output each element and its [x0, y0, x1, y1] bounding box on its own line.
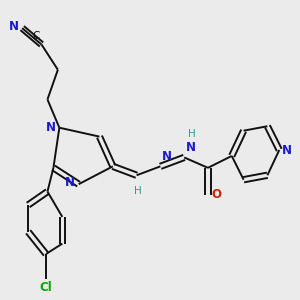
- Text: H: H: [134, 186, 142, 196]
- Text: N: N: [9, 20, 19, 33]
- Text: N: N: [65, 176, 75, 189]
- Text: N: N: [162, 150, 172, 164]
- Text: N: N: [282, 143, 292, 157]
- Text: H: H: [188, 129, 196, 139]
- Text: O: O: [211, 188, 221, 201]
- Text: N: N: [186, 142, 196, 154]
- Text: N: N: [46, 121, 56, 134]
- Text: Cl: Cl: [40, 281, 52, 294]
- Text: C: C: [33, 31, 40, 40]
